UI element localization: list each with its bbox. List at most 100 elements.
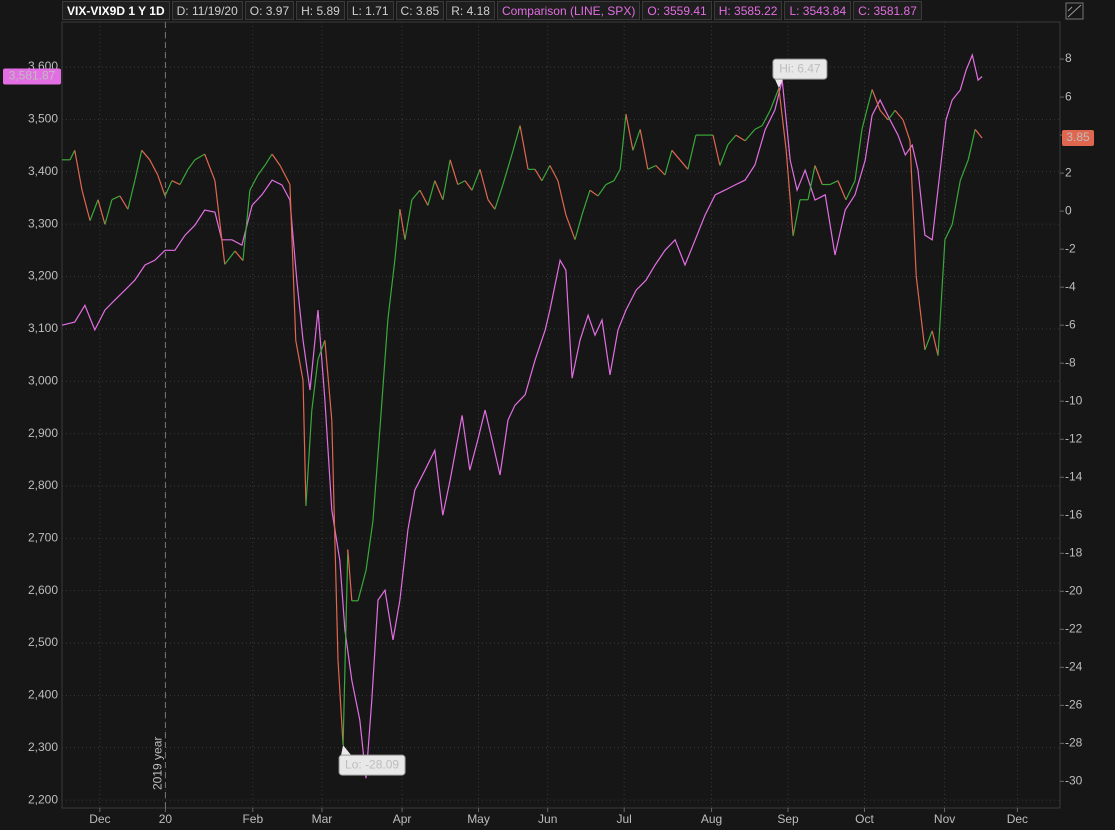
series-segment [187,159,196,170]
y-tick-label: 3,200 [28,269,58,283]
series-segment [494,184,504,210]
series-segment [179,169,189,185]
header-item: D: 11/19/20 [171,1,243,20]
series-segment [712,134,721,166]
series-segment [74,150,83,191]
series-segment [81,190,91,221]
y2-tick-label: -4 [1065,279,1076,293]
series-segment [769,87,780,111]
series-segment [541,165,551,182]
series-segment [324,340,333,421]
series-segment [959,159,969,181]
y-tick-label: 2,200 [28,792,58,806]
series-segment [104,199,113,225]
series-segment [127,180,136,210]
icon-frame [1065,2,1084,20]
series-segment [404,199,413,240]
x-tick-label: 20 [159,812,173,826]
series-segment [342,549,349,746]
header-item: C: 3581.87 [853,1,922,20]
settings-icon[interactable] [1065,2,1084,20]
series-segment [854,129,863,181]
series-segment [534,169,543,182]
y2-tick-label: -26 [1065,698,1083,712]
header-bar: VIX-VIX9D 1 Y 1D D: 11/19/20 O: 3.97 H: 5.8… [62,1,922,21]
series-segment [194,153,206,161]
header-item: Comparison (LINE, SPX) [496,1,641,20]
series-segment [224,250,236,265]
y2-tick-label: 2 [1065,165,1072,179]
series-segment [331,420,339,660]
y-tick-label: 3,300 [28,216,58,230]
y-tick-label: 2,400 [28,688,58,702]
header-item: H: 3585.22 [713,1,783,20]
series-segment [434,180,444,200]
x-tick-label: Apr [393,812,412,826]
lo-pointer [341,745,352,756]
series-segment [157,174,166,197]
hi-pointer [774,79,783,89]
series-segment [519,125,529,170]
last-value-label: 3,581.87 [9,69,56,83]
y2-tick-label: -30 [1065,774,1083,788]
series-segment [879,110,889,121]
series-segment [69,150,76,161]
series-segment [97,199,106,225]
series-segment [744,129,756,142]
series-segment [317,340,326,360]
series-segment [647,164,657,170]
series-segment [311,359,319,411]
hi-label: Hi: 6.47 [779,61,821,75]
series-segment [204,153,216,181]
series-segment [655,165,666,176]
series-segment [574,214,583,240]
series-segment [924,330,933,351]
series-segment [471,169,481,191]
series-segment [295,340,304,381]
series-segment [951,180,961,225]
series-segment [894,110,904,121]
series-segment [111,195,121,201]
series-segment [761,110,771,126]
series-segment [605,180,615,186]
series-segment [419,189,429,206]
header-item: VIX-VIX9D 1 Y 1D [62,1,170,20]
last-value-label: 3.85 [1066,130,1090,144]
series-segment [687,134,697,170]
series-segment [549,165,559,182]
series-segment [279,165,291,185]
series-segment [671,149,681,161]
y2-tick-label: -20 [1065,583,1083,597]
series-segment [871,89,881,111]
x-tick-label: Dec [1007,812,1028,826]
header-item: H: 5.89 [296,1,345,20]
series-segment [171,180,181,186]
y2-tick-label: 0 [1065,203,1072,217]
x-tick-label: Mar [312,812,333,826]
series-segment [134,150,143,181]
series-segment [89,199,99,221]
series-segment [613,169,621,182]
series-segment [427,180,436,206]
y-tick-label: 3,100 [28,321,58,335]
series-segment [909,140,917,276]
series-segment [442,159,451,200]
hi-box [772,58,828,80]
series-segment [164,180,173,197]
series-segment [257,165,266,176]
last-value-tag [1062,129,1094,146]
series-segment [719,144,729,166]
series-segment [581,190,591,216]
x-tick-label: Dec [89,812,110,826]
y-tick-label: 2,700 [28,530,58,544]
series-segment [347,549,353,601]
series-segment [372,429,381,522]
icon-glyph [1067,4,1082,18]
header-item: L: 3543.84 [784,1,852,20]
x-tick-label: Nov [934,812,955,826]
series-segment [511,125,521,155]
y2-tick-label: -14 [1065,469,1083,483]
series-segment [289,184,297,341]
series-segment [792,199,801,236]
y-tick-label: 3,500 [28,112,58,126]
